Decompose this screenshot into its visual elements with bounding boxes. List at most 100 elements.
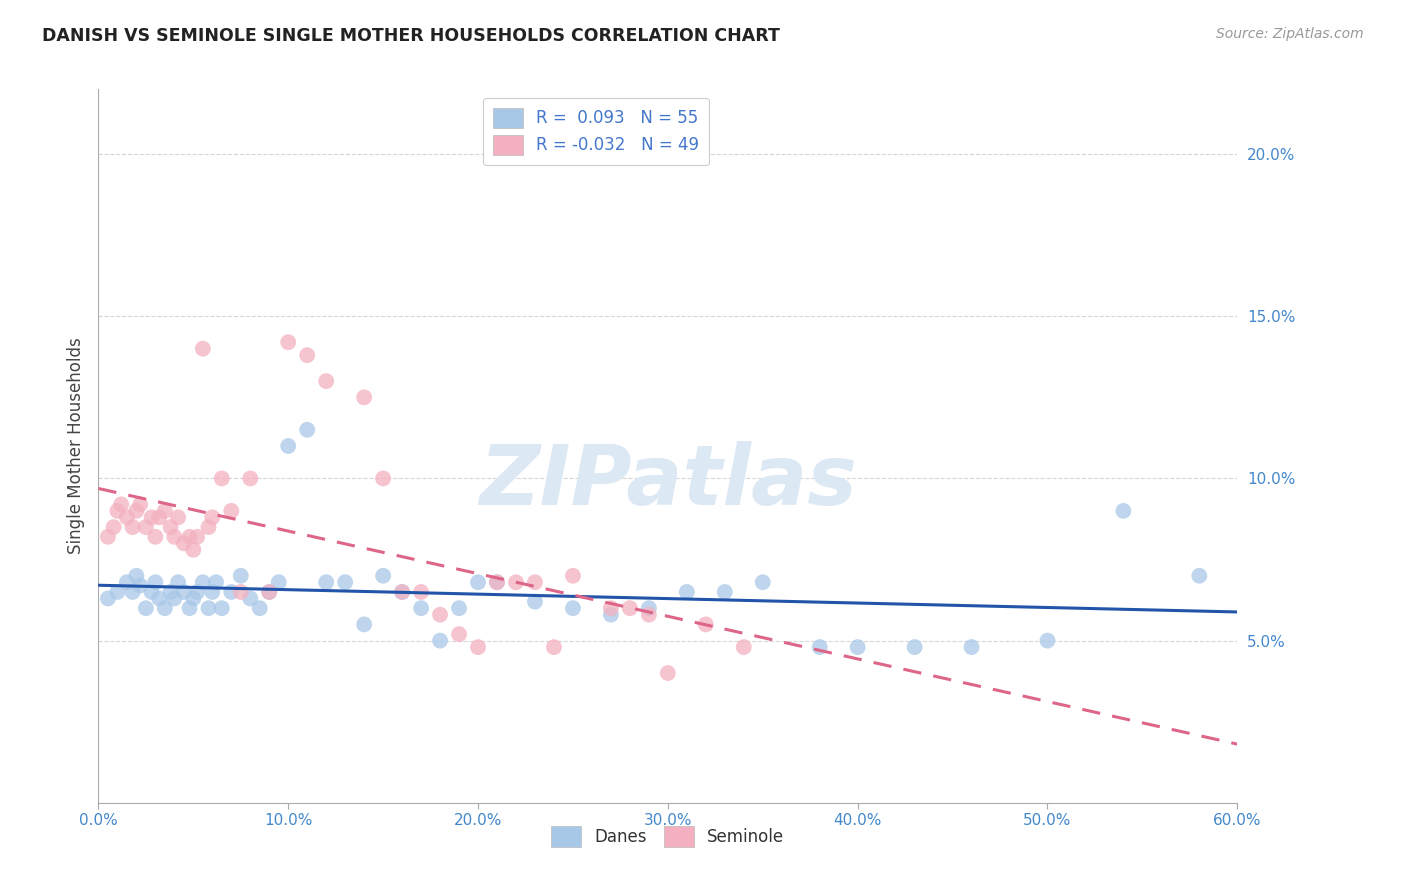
- Point: [97, 591, 120, 606]
- Point: [205, 575, 228, 590]
- Point: [562, 601, 585, 615]
- Text: ZIPatlas: ZIPatlas: [479, 442, 856, 522]
- Point: [1036, 633, 1059, 648]
- Point: [153, 601, 176, 615]
- Point: [315, 374, 337, 388]
- Point: [107, 504, 129, 518]
- Point: [229, 585, 252, 599]
- Point: [524, 595, 547, 609]
- Point: [411, 585, 433, 599]
- Point: [676, 585, 699, 599]
- Point: [297, 423, 319, 437]
- Point: [186, 530, 208, 544]
- Point: [391, 585, 413, 599]
- Point: [524, 575, 547, 590]
- Point: [163, 530, 186, 544]
- Point: [125, 568, 148, 582]
- Point: [145, 575, 167, 590]
- Point: [107, 585, 129, 599]
- Point: [125, 504, 148, 518]
- Point: [486, 575, 509, 590]
- Point: [183, 591, 205, 606]
- Point: [562, 568, 585, 582]
- Point: [201, 585, 224, 599]
- Point: [221, 504, 243, 518]
- Point: [201, 510, 224, 524]
- Point: [191, 342, 214, 356]
- Point: [638, 607, 661, 622]
- Point: [277, 439, 299, 453]
- Point: [449, 601, 471, 615]
- Point: [486, 575, 509, 590]
- Point: [141, 585, 163, 599]
- Point: [148, 510, 170, 524]
- Point: [808, 640, 831, 654]
- Point: [505, 575, 527, 590]
- Point: [186, 585, 208, 599]
- Point: [145, 530, 167, 544]
- Point: [619, 601, 641, 615]
- Point: [353, 390, 375, 404]
- Point: [695, 617, 717, 632]
- Point: [163, 591, 186, 606]
- Point: [191, 575, 214, 590]
- Point: [600, 601, 623, 615]
- Point: [714, 585, 737, 599]
- Point: [211, 471, 233, 485]
- Point: [353, 617, 375, 632]
- Point: [97, 530, 120, 544]
- Point: [846, 640, 869, 654]
- Point: [197, 601, 219, 615]
- Point: [904, 640, 927, 654]
- Point: [467, 640, 489, 654]
- Point: [197, 520, 219, 534]
- Point: [467, 575, 489, 590]
- Point: [267, 575, 290, 590]
- Point: [135, 520, 157, 534]
- Text: Source: ZipAtlas.com: Source: ZipAtlas.com: [1216, 27, 1364, 41]
- Point: [121, 585, 143, 599]
- Point: [173, 585, 195, 599]
- Point: [259, 585, 281, 599]
- Y-axis label: Single Mother Households: Single Mother Households: [66, 338, 84, 554]
- Point: [239, 471, 262, 485]
- Point: [543, 640, 565, 654]
- Point: [129, 578, 152, 592]
- Point: [259, 585, 281, 599]
- Point: [179, 530, 201, 544]
- Point: [239, 591, 262, 606]
- Point: [1112, 504, 1135, 518]
- Point: [429, 633, 451, 648]
- Point: [960, 640, 983, 654]
- Text: DANISH VS SEMINOLE SINGLE MOTHER HOUSEHOLDS CORRELATION CHART: DANISH VS SEMINOLE SINGLE MOTHER HOUSEHO…: [42, 27, 780, 45]
- Point: [103, 520, 125, 534]
- Point: [429, 607, 451, 622]
- Point: [411, 601, 433, 615]
- Point: [135, 601, 157, 615]
- Point: [129, 497, 152, 511]
- Point: [183, 542, 205, 557]
- Point: [249, 601, 271, 615]
- Point: [297, 348, 319, 362]
- Point: [449, 627, 471, 641]
- Point: [600, 607, 623, 622]
- Point: [371, 471, 394, 485]
- Point: [173, 536, 195, 550]
- Point: [211, 601, 233, 615]
- Legend: Danes, Seminole: Danes, Seminole: [543, 818, 793, 855]
- Point: [391, 585, 413, 599]
- Point: [229, 568, 252, 582]
- Point: [733, 640, 755, 654]
- Point: [638, 601, 661, 615]
- Point: [315, 575, 337, 590]
- Point: [335, 575, 357, 590]
- Point: [371, 568, 394, 582]
- Point: [221, 585, 243, 599]
- Point: [179, 601, 201, 615]
- Point: [153, 504, 176, 518]
- Point: [115, 510, 138, 524]
- Point: [141, 510, 163, 524]
- Point: [148, 591, 170, 606]
- Point: [167, 575, 190, 590]
- Point: [657, 666, 679, 681]
